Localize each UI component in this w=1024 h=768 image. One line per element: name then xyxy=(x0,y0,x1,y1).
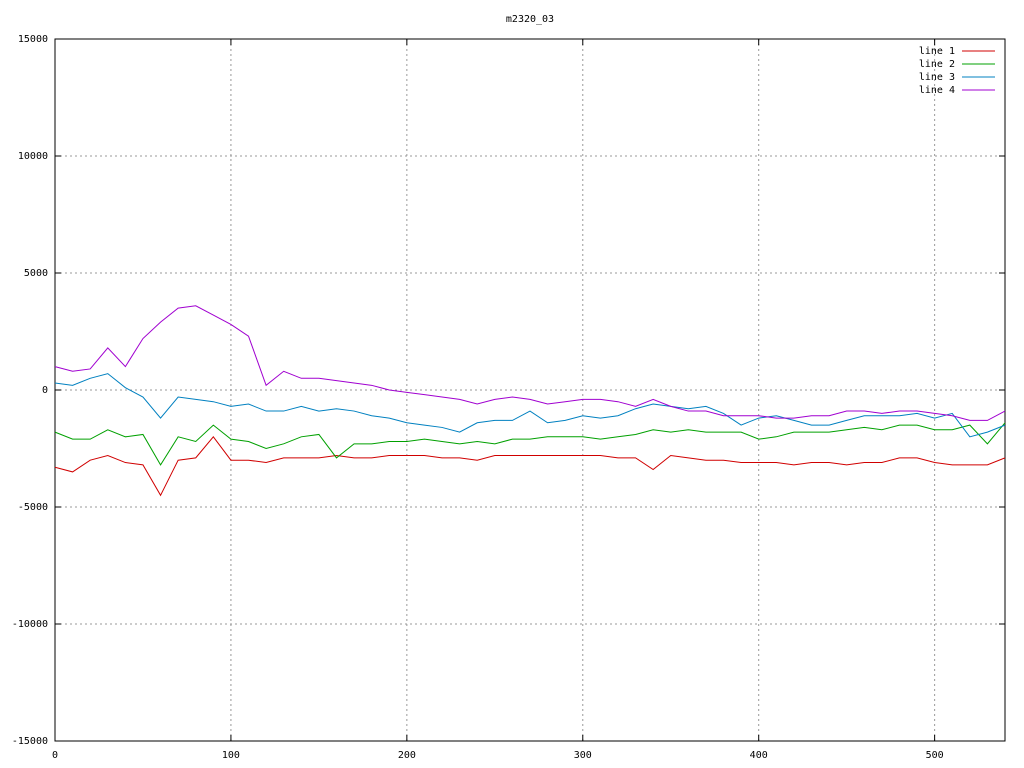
legend-label: line 1 xyxy=(919,46,955,57)
chart-title: m2320_03 xyxy=(506,14,554,25)
y-tick-label: -5000 xyxy=(18,502,48,513)
x-tick-label: 400 xyxy=(750,750,768,761)
y-tick-label: 0 xyxy=(42,385,48,396)
x-tick-label: 0 xyxy=(52,750,58,761)
y-tick-label: -10000 xyxy=(12,619,48,630)
legend-label: line 2 xyxy=(919,59,955,70)
y-tick-label: 5000 xyxy=(24,268,48,279)
data-line xyxy=(54,373,1006,438)
x-tick-label: 500 xyxy=(926,750,944,761)
x-tick-label: 100 xyxy=(222,750,240,761)
legend-label: line 3 xyxy=(919,72,955,83)
data-line xyxy=(54,435,1006,497)
x-tick-label: 200 xyxy=(398,750,416,761)
data-line xyxy=(54,422,1006,466)
y-tick-label: -15000 xyxy=(12,736,48,747)
x-tick-label: 300 xyxy=(574,750,592,761)
legend-label: line 4 xyxy=(919,85,955,96)
y-tick-label: 10000 xyxy=(18,151,48,162)
y-tick-label: 15000 xyxy=(18,34,48,45)
plot-frame xyxy=(54,38,1006,742)
data-line xyxy=(54,305,1006,421)
